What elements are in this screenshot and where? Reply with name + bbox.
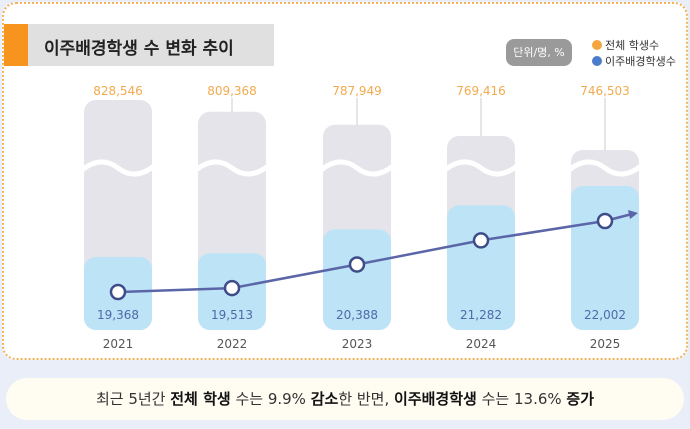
data-point (596, 212, 614, 230)
migrant-value-label: 19,513 (211, 308, 253, 322)
total-value-label: 746,503 (580, 84, 630, 98)
year-label: 2022 (217, 337, 248, 351)
migrant-bar (323, 229, 391, 330)
total-value-label: 769,416 (456, 84, 506, 98)
axis-break-wave (80, 159, 156, 177)
year-label: 2024 (466, 337, 497, 351)
blue-dot-icon (592, 56, 602, 66)
orange-dot-icon (592, 40, 602, 50)
title-bar (28, 24, 274, 66)
chart-title: 이주배경학생 수 변화 추이 (44, 39, 234, 59)
migrant-value-label: 22,002 (584, 308, 626, 322)
unit-badge: 단위/명, % (506, 39, 572, 66)
legend-item-migrant: 이주배경학생수 (592, 54, 676, 70)
arrow-head-icon (628, 210, 638, 219)
data-point (472, 232, 490, 249)
legend: 전체 학생수 이주배경학생수 (592, 38, 676, 70)
data-point (348, 256, 366, 273)
axis-break-wave (567, 159, 643, 177)
total-value-label: 787,949 (332, 84, 382, 98)
migrant-value-label: 20,388 (336, 308, 378, 322)
data-point (109, 283, 127, 301)
migrant-bar (571, 186, 639, 330)
year-label: 2025 (590, 337, 621, 351)
migrant-value-label: 21,282 (460, 308, 502, 322)
year-label: 2023 (342, 337, 373, 351)
title-accent (4, 24, 28, 66)
legend-item-total: 전체 학생수 (592, 38, 676, 54)
migrant-value-label: 19,368 (97, 308, 139, 322)
axis-break-wave (194, 159, 270, 177)
chart-plot: 828,546 19,368 2021 809,368 19,513 2022 787,94… (80, 84, 643, 351)
total-value-label: 828,546 (93, 84, 143, 98)
axis-break-wave (319, 159, 395, 177)
summary-banner: 최근 5년간 전체 학생 수는 9.9% 감소한 반면, 이주배경학생 수는 1… (6, 378, 684, 420)
axis-break-wave (443, 159, 519, 177)
year-label: 2021 (103, 337, 134, 351)
total-value-label: 809,368 (207, 84, 257, 98)
data-point (223, 279, 241, 297)
